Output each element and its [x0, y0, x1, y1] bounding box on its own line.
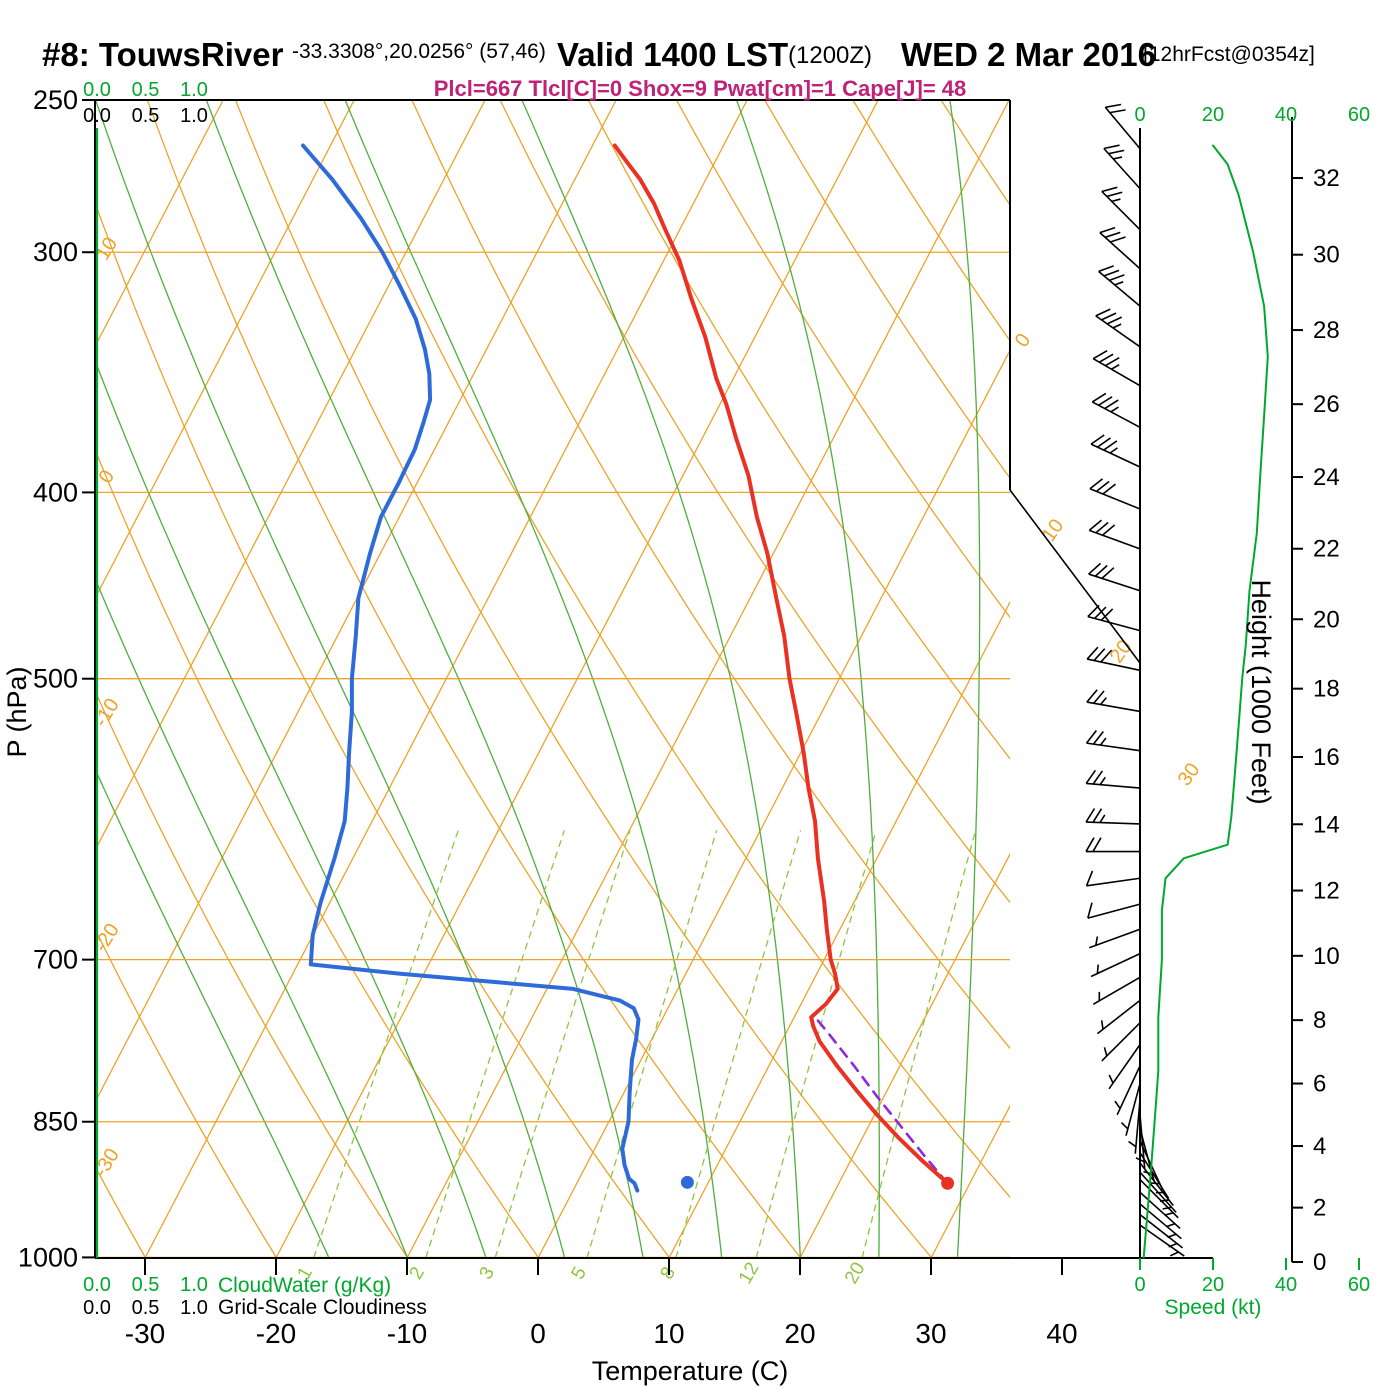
cloudwater-scale-top: 1.0 — [180, 79, 208, 101]
cloudiness-scale-bottom: 0.0 — [83, 1297, 111, 1319]
speed-tick-label-top: 0 — [1134, 104, 1145, 126]
height-tick-label: 24 — [1313, 464, 1340, 491]
mixing-ratio-label: 2 — [405, 1263, 428, 1283]
height-tick-label: 6 — [1313, 1071, 1326, 1098]
temp-tick-label: 10 — [653, 1318, 684, 1349]
temp-tick-label: -10 — [387, 1318, 427, 1349]
height-tick-label: 16 — [1313, 744, 1340, 771]
height-tick-label: 8 — [1313, 1007, 1326, 1034]
mixing-ratio-label: 20 — [841, 1259, 870, 1288]
height-tick-label: 12 — [1313, 878, 1340, 905]
valid-time: Valid 1400 LST — [557, 36, 788, 73]
dewpoint-curve — [301, 143, 641, 1193]
wind-speed-profile — [1142, 144, 1269, 1259]
temp-tick-label: 20 — [784, 1318, 815, 1349]
height-tick-label: 10 — [1313, 943, 1340, 970]
speed-tick-label-bottom: 40 — [1275, 1274, 1297, 1296]
cloudiness-scale-top: 0.0 — [83, 105, 111, 127]
height-tick-label: 30 — [1313, 242, 1340, 269]
temp-tick-label: -20 — [256, 1318, 296, 1349]
isotherm-label: 30 — [1174, 759, 1205, 790]
pressure-tick-label: 250 — [33, 85, 78, 115]
temp-tick-label: 0 — [530, 1318, 546, 1349]
temp-tick-label: -30 — [125, 1318, 165, 1349]
height-tick-label: 14 — [1313, 811, 1340, 838]
temp-tick-label: 40 — [1046, 1318, 1077, 1349]
speed-tick-label-bottom: 20 — [1202, 1274, 1224, 1296]
speed-tick-label-top: 40 — [1275, 104, 1297, 126]
speed-tick-label-top: 20 — [1202, 104, 1224, 126]
surface-temp-dot — [941, 1176, 955, 1190]
station-coords: -33.3308°,20.0256° (57,46) — [292, 40, 546, 63]
valid-zulu: (1200Z) — [788, 42, 872, 69]
height-tick-label: 28 — [1313, 317, 1340, 344]
cloudiness-scale-bottom: 0.5 — [132, 1297, 160, 1319]
cloudwater-scale-top: 0.5 — [132, 79, 160, 101]
surface-dewpoint-dot — [680, 1175, 694, 1189]
height-tick-label: 22 — [1313, 536, 1340, 563]
dry-adiabat-label: 0 — [95, 466, 120, 487]
speed-tick-label-bottom: 0 — [1134, 1274, 1145, 1296]
forecast-tag: [12hrFcst@0354z] — [1143, 43, 1315, 66]
cloudiness-scale-top: 1.0 — [180, 105, 208, 127]
pressure-tick-label: 850 — [33, 1107, 78, 1137]
cloudwater-scale-top: 0.0 — [83, 79, 111, 101]
height-tick-label: 20 — [1313, 606, 1340, 633]
height-tick-label: 2 — [1313, 1195, 1326, 1222]
pressure-tick-label: 500 — [33, 664, 78, 694]
sounding-params: Plcl=667 Tlcl[C]=0 Shox=9 Pwat[cm]=1 Cap… — [434, 76, 967, 101]
pressure-tick-label: 700 — [33, 945, 78, 975]
height-tick-label: 18 — [1313, 676, 1340, 703]
wind-barbs — [1085, 103, 1269, 1259]
speed-tick-label-top: 60 — [1348, 104, 1370, 126]
height-tick-label: 0 — [1313, 1249, 1326, 1276]
pressure-axis-label: P (hPa) — [2, 666, 32, 757]
cloudwater-scale-bottom: 0.0 — [83, 1274, 111, 1296]
isotherm-label: 10 — [1038, 515, 1069, 546]
cloudwater-legend: CloudWater (g/Kg) — [218, 1274, 391, 1297]
temperature-curve — [612, 143, 950, 1186]
temperature-axis-label: Temperature (C) — [592, 1356, 789, 1386]
isotherm-label: 0 — [1011, 330, 1035, 352]
pressure-tick-label: 1000 — [18, 1242, 78, 1272]
station-title: #8: TouwsRiver — [42, 36, 284, 73]
cloudiness-scale-bottom: 1.0 — [180, 1297, 208, 1319]
cloudwater-scale-bottom: 0.5 — [132, 1274, 160, 1296]
speed-tick-label-bottom: 60 — [1348, 1274, 1370, 1296]
valid-date: WED 2 Mar 2016 — [901, 36, 1156, 73]
height-tick-label: 32 — [1313, 165, 1340, 192]
pressure-tick-label: 300 — [33, 237, 78, 267]
temp-tick-label: 30 — [915, 1318, 946, 1349]
height-tick-label: 4 — [1313, 1133, 1326, 1160]
cloudiness-scale-top: 0.5 — [132, 105, 160, 127]
speed-axis-label: Speed (kt) — [1165, 1296, 1262, 1319]
pressure-tick-label: 400 — [33, 477, 78, 507]
height-axis-label: Height (1000 Feet) — [1246, 579, 1276, 804]
height-tick-label: 26 — [1313, 391, 1340, 418]
cloudiness-legend: Grid-Scale Cloudiness — [218, 1296, 427, 1319]
sounding-curves — [301, 143, 955, 1193]
mixing-ratio-label: 5 — [567, 1263, 590, 1283]
mixing-ratio-label: 12 — [735, 1259, 764, 1288]
skewt-grid — [95, 100, 1010, 1258]
mixing-ratio-label: 3 — [475, 1263, 498, 1283]
cloudwater-scale-bottom: 1.0 — [180, 1274, 208, 1296]
